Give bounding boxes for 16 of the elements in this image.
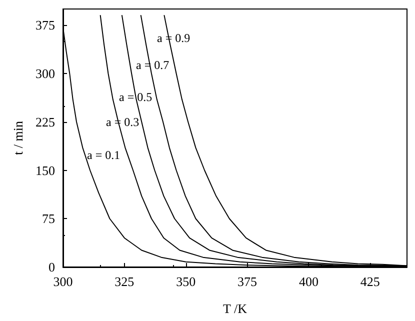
y-tick-label: 150: [36, 162, 55, 178]
annotation: a = 0.1: [87, 148, 120, 162]
y-tick-label: 75: [42, 211, 55, 226]
y-tick-label: 300: [36, 66, 55, 81]
x-tick-label: 325: [114, 274, 134, 289]
x-tick-label: 350: [176, 274, 196, 289]
annotation: a = 0.5: [119, 90, 152, 104]
x-axis-title: T /K: [223, 301, 248, 316]
x-tick-label: 375: [238, 274, 258, 289]
x-tick-label: 300: [53, 274, 73, 289]
y-tick-label: 375: [36, 18, 55, 33]
y-tick-label: 0: [48, 260, 55, 274]
x-tick-label: 425: [360, 274, 380, 289]
y-tick-label: 225: [36, 114, 55, 130]
y-axis-title: t / min: [10, 120, 26, 155]
x-tick-label: 400: [298, 274, 318, 289]
